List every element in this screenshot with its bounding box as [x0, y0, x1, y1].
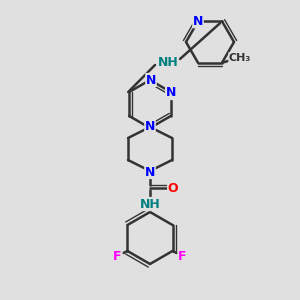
Text: N: N — [193, 15, 203, 28]
Text: NH: NH — [158, 56, 178, 70]
Text: F: F — [178, 250, 187, 263]
Text: CH₃: CH₃ — [229, 53, 251, 63]
Text: N: N — [166, 86, 176, 100]
Text: N: N — [145, 119, 155, 133]
Text: O: O — [168, 182, 178, 194]
Text: N: N — [145, 166, 155, 178]
Text: N: N — [146, 74, 156, 86]
Text: F: F — [113, 250, 122, 263]
Text: NH: NH — [140, 197, 160, 211]
